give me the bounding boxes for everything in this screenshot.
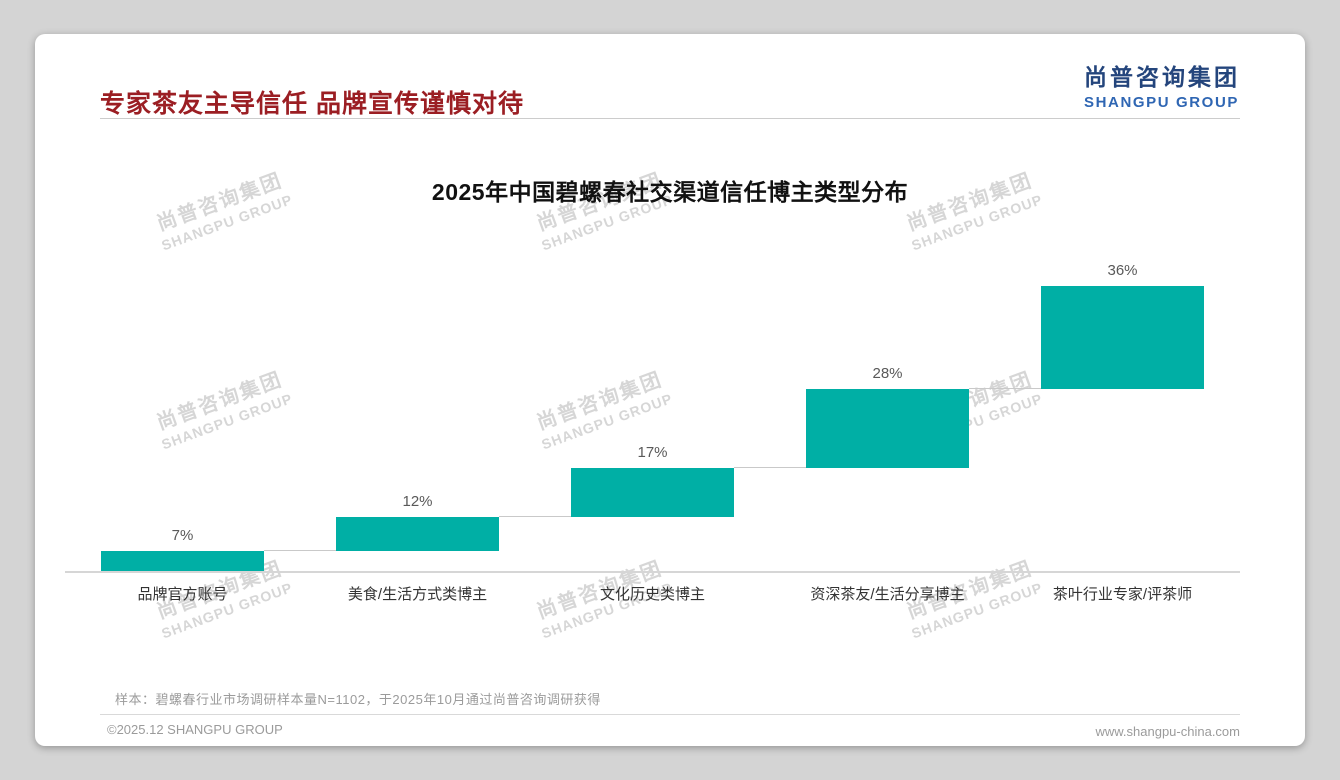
bar-value-label: 36% (1107, 262, 1138, 279)
website-text: www.shangpu-china.com (1095, 724, 1240, 739)
logo: 尚普咨询集团 SHANGPU GROUP (1084, 58, 1240, 111)
category-label: 资深茶友/生活分享博主 (810, 586, 965, 603)
bar (806, 388, 969, 469)
footer-divider (100, 714, 1240, 715)
waterfall-chart: 7% 12% 17% 28% 36% (65, 262, 1240, 573)
connector-line (969, 387, 1041, 389)
bar (571, 468, 734, 517)
bar-value-label: 7% (171, 527, 194, 545)
category-label: 茶叶行业专家/评茶师 (1052, 586, 1193, 603)
bar (101, 551, 264, 571)
page-title: 专家茶友主导信任 品牌宣传谨慎对待 (100, 90, 524, 118)
bar-value-label: 28% (872, 364, 903, 382)
category-label: 品牌官方账号 (137, 586, 228, 603)
category-label: 文化历史类博主 (599, 586, 705, 603)
bar-value-label: 17% (637, 444, 668, 462)
bar (336, 516, 499, 552)
connector-line (734, 467, 806, 469)
bar-value-label: 12% (402, 492, 433, 510)
header-divider (100, 118, 1240, 119)
connector-line (264, 550, 336, 552)
logo-text-en: SHANGPU GROUP (1084, 94, 1239, 111)
slide-card: 尚普咨询集团 SHANGPU GROUP 尚普咨询集团 SHANGPU GROUP 尚普… (35, 34, 1305, 746)
logo-text-cn: 尚普咨询集团 (1084, 64, 1240, 90)
category-label-row: 品牌官方账号 美食/生活方式类博主 文化历史类博主 资深茶友/生活分享博主 茶叶行业专家… (65, 583, 1240, 607)
bar (1041, 286, 1204, 389)
chart-title: 2025年中国碧螺春社交渠道信任博主类型分布 (431, 179, 909, 205)
category-label: 美食/生活方式类博主 (347, 586, 488, 603)
sample-note: 样本：碧螺春行业市场调研样本量N=1102，于2025年10月通过尚普咨询调研获… (115, 692, 601, 707)
copyright-text: ©2025.12 SHANGPU GROUP (107, 722, 283, 737)
connector-line (499, 515, 571, 517)
